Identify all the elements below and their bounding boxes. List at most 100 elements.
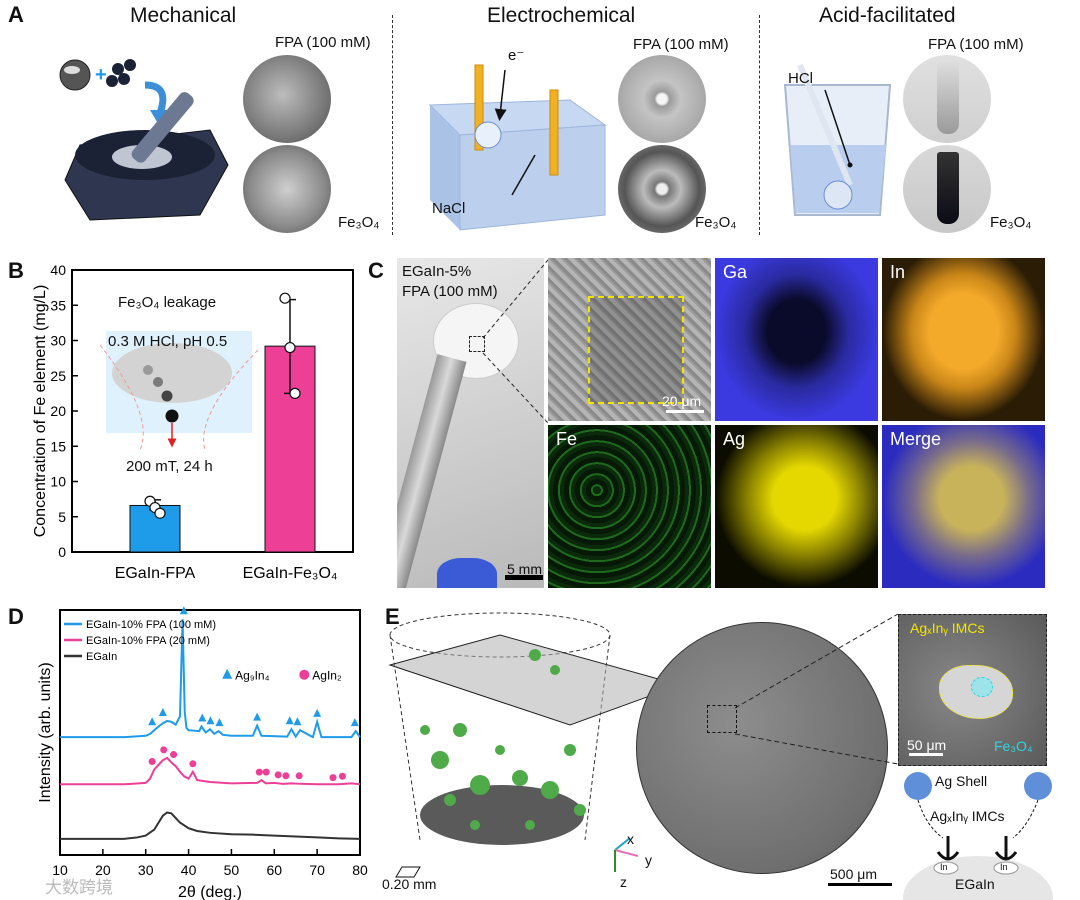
agin2-marker xyxy=(338,772,346,780)
x-tick-label: 40 xyxy=(181,862,197,878)
in-label-left: In xyxy=(940,862,948,872)
x-tick-label: 10 xyxy=(52,862,68,878)
fe3o4-particle xyxy=(971,677,993,697)
ag9in4-marker xyxy=(198,713,207,722)
fe3o4-label-mechanical: Fe₃O₄ xyxy=(338,214,380,231)
panel-b-label: B xyxy=(8,258,24,283)
y-tick-label: 0 xyxy=(58,544,66,560)
scale-20um-label: 20 μm xyxy=(662,393,702,409)
panel-a-label: A xyxy=(8,2,24,27)
in-map: In xyxy=(882,258,1045,421)
in-label-right: In xyxy=(1000,862,1008,872)
sample-label-2: FPA (100 mM) xyxy=(402,283,498,300)
sample-photo xyxy=(397,258,544,588)
ag9in4-marker xyxy=(148,717,157,726)
egain-label: EGaIn xyxy=(955,876,995,892)
data-point xyxy=(154,507,166,519)
scale-bar-5mm xyxy=(505,575,543,580)
sample-label-1: EGaIn-5% xyxy=(402,263,472,280)
xrd-line-chart: 10 20 30 40 50 60 70 80 2θ (deg.) Intensity (arb.… xyxy=(37,606,368,900)
legend-label: EGaIn-10% FPA (100 mM) xyxy=(86,619,216,631)
zoom-lines-e xyxy=(735,613,899,765)
electrochemical-title: Electrochemical xyxy=(487,4,636,27)
in-map-label: In xyxy=(890,262,906,282)
zoom-lines-c xyxy=(482,259,549,424)
mortar-pestle-illustration: + xyxy=(59,59,229,221)
inset-condition-acid: 0.3 M HCl, pH 0.5 xyxy=(108,333,228,350)
data-point xyxy=(284,341,296,354)
zoom-box xyxy=(469,336,485,352)
y-tick-label: 40 xyxy=(50,262,66,278)
sem-roi-box xyxy=(588,296,684,404)
zoom-image xyxy=(898,614,1047,766)
x-tick-label: 60 xyxy=(266,862,282,878)
imc-label: AgₓInᵧ IMCs xyxy=(910,620,985,636)
ag-shell-label: Ag Shell xyxy=(935,773,988,789)
ga-map-label: Ga xyxy=(723,262,748,282)
agin2-marker xyxy=(170,751,178,759)
acid-facilitated-title: Acid-facilitated xyxy=(819,4,956,27)
fe-map-label: Fe xyxy=(556,429,578,449)
x-category-label: EGaIn-Fe₃O₄ xyxy=(243,565,338,582)
axis-x-label: x xyxy=(627,831,634,847)
glove xyxy=(437,558,497,588)
scale-3d-label: 0.20 mm xyxy=(382,876,437,892)
fe3o4-label-e: Fe₃O₄ xyxy=(994,738,1033,754)
electrochemical-cell-illustration xyxy=(428,64,607,231)
fpa-vial xyxy=(937,62,959,134)
svg-text:+: + xyxy=(95,64,107,86)
mechanical-title: Mechanical xyxy=(130,4,237,27)
agin2-marker xyxy=(329,774,337,782)
fpa-label-mechanical: FPA (100 mM) xyxy=(275,34,371,51)
ag9in4-marker xyxy=(293,717,302,726)
fpa-photo-electrochemical xyxy=(618,55,706,143)
y-tick-label: 5 xyxy=(58,509,66,525)
legend-agin2-marker xyxy=(299,669,310,680)
leakage-inset xyxy=(99,331,259,451)
inset-title: Fe₃O₄ leakage xyxy=(118,294,217,311)
fe3o4-photo-mechanical xyxy=(243,145,331,233)
ag9in4-marker xyxy=(215,718,224,727)
x-tick-label: 70 xyxy=(309,862,325,878)
fe3o4-label-acid: Fe₃O₄ xyxy=(990,214,1032,231)
beaker-illustration xyxy=(783,63,892,216)
fpa-label-electrochemical: FPA (100 mM) xyxy=(633,36,729,53)
series-line-2 xyxy=(60,811,361,840)
y-tick-label: 35 xyxy=(50,297,66,313)
y-tick-label: 30 xyxy=(50,333,66,349)
x-axis-label: 2θ (deg.) xyxy=(178,884,242,900)
inset-condition-field: 200 mT, 24 h xyxy=(126,458,213,475)
merge-map: Merge xyxy=(882,425,1045,588)
data-point xyxy=(279,292,291,304)
fpa-label-acid: FPA (100 mM) xyxy=(928,36,1024,53)
legend-label: EGaIn xyxy=(86,651,117,663)
sem-image: 20 μm xyxy=(548,258,711,421)
anchor-schematic xyxy=(903,772,1053,900)
merge-map-label: Merge xyxy=(890,429,942,449)
scale-bar-20um xyxy=(666,410,704,413)
panel-c-label: C xyxy=(368,258,384,283)
fe3o4-label-electrochemical: Fe₃O₄ xyxy=(695,214,737,231)
electron-label: e⁻ xyxy=(508,47,525,64)
legend-ag9in4-label: Ag₉In₄ xyxy=(235,669,269,683)
watermark: 大数跨境 xyxy=(45,878,113,897)
imc-label-schematic: AgₓInᵧ IMCs xyxy=(930,808,1005,824)
tweezers xyxy=(397,354,467,588)
agin2-marker xyxy=(148,757,156,765)
x-tick-label: 50 xyxy=(224,862,240,878)
divider-1 xyxy=(392,15,393,235)
ag9in4-marker xyxy=(313,708,322,717)
agin2-marker xyxy=(274,771,282,779)
ag9in4-marker xyxy=(179,606,188,615)
y-axis-label: Concentration of Fe element (mg/L) xyxy=(32,285,49,538)
ag-map: Ag xyxy=(715,425,878,588)
data-point xyxy=(289,387,301,399)
scale-bar-500um xyxy=(828,883,892,886)
ag9in4-marker xyxy=(206,716,215,725)
ag9in4-marker xyxy=(350,718,359,727)
nacl-label: NaCl xyxy=(432,200,466,217)
legend-label: EGaIn-10% FPA (20 mM) xyxy=(86,635,210,647)
series-line-1 xyxy=(60,756,361,786)
agin2-marker xyxy=(282,772,290,780)
